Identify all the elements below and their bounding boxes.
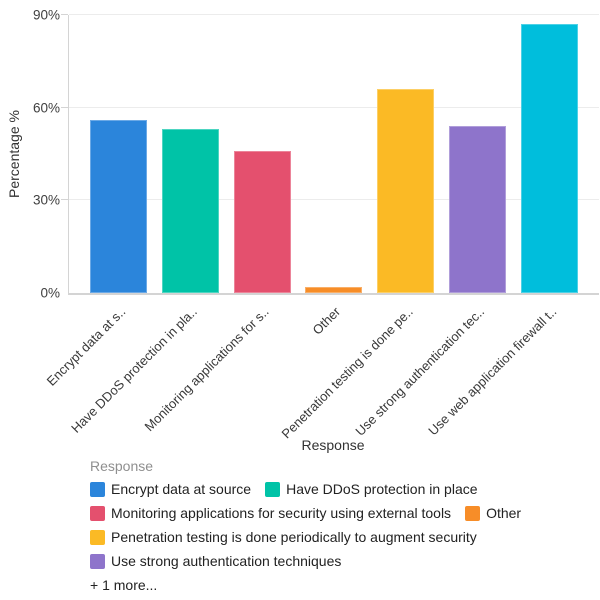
legend-title: Response — [90, 458, 154, 474]
y-tick-mark — [61, 14, 68, 15]
gridline — [69, 106, 599, 108]
legend-item-2[interactable]: Monitoring applications for security usi… — [90, 505, 451, 521]
legend: Response Encrypt data at source Have DDoS… — [90, 458, 595, 593]
legend-swatch — [90, 529, 105, 545]
bar-2[interactable] — [233, 150, 291, 293]
gridline — [69, 199, 599, 201]
legend-item-5[interactable]: Use strong authentication techniques — [90, 553, 341, 569]
legend-swatch — [465, 505, 481, 521]
legend-item-4[interactable]: Penetration testing is done periodically… — [90, 529, 477, 545]
bar-0[interactable] — [90, 120, 147, 293]
legend-swatch — [90, 481, 105, 497]
legend-item-0[interactable]: Encrypt data at source — [90, 481, 251, 497]
bars — [69, 15, 599, 293]
legend-label: Use strong authentication techniques — [111, 553, 342, 569]
y-tick-label: 30% — [32, 192, 60, 208]
bar-5[interactable] — [449, 126, 507, 293]
x-axis-title: Response — [301, 437, 365, 453]
y-tick-label: 0% — [40, 285, 60, 301]
bar-1[interactable] — [161, 129, 219, 293]
y-tick-label: 90% — [32, 7, 60, 23]
x-tick-slot-2: Monitoring applications for s.. — [142, 297, 290, 435]
gridline — [69, 14, 599, 15]
bar-4[interactable] — [377, 89, 435, 293]
y-tick-label: 60% — [32, 100, 60, 116]
legend-more-link[interactable]: + 1 more... — [90, 577, 158, 593]
x-tick-slot-6: Use web application firewall t.. — [425, 297, 577, 438]
legend-swatch — [265, 481, 281, 497]
bar-6[interactable] — [520, 24, 578, 293]
legend-items: Encrypt data at source Have DDoS protecti… — [90, 481, 595, 569]
legend-label: Encrypt data at source — [111, 481, 252, 497]
x-tick-label: Other — [309, 304, 344, 338]
y-tick-mark — [61, 106, 68, 108]
y-tick-labels: 0% 30% 60% 90% — [0, 8, 60, 301]
legend-label: Have DDoS protection in place — [286, 481, 478, 497]
legend-label: Monitoring applications for security usi… — [111, 505, 452, 521]
bar-3[interactable] — [305, 286, 363, 293]
legend-label: Penetration testing is done periodically… — [111, 529, 477, 545]
legend-item-3[interactable]: Other — [465, 505, 521, 521]
y-tick-mark — [61, 199, 68, 201]
legend-swatch — [90, 505, 105, 521]
plot-area — [61, 14, 599, 295]
legend-label: Other — [486, 505, 522, 521]
x-tick-labels: Encrypt data at s.. Have DDoS protection … — [43, 297, 598, 441]
legend-item-1[interactable]: Have DDoS protection in place — [265, 481, 478, 497]
legend-swatch — [90, 553, 105, 569]
